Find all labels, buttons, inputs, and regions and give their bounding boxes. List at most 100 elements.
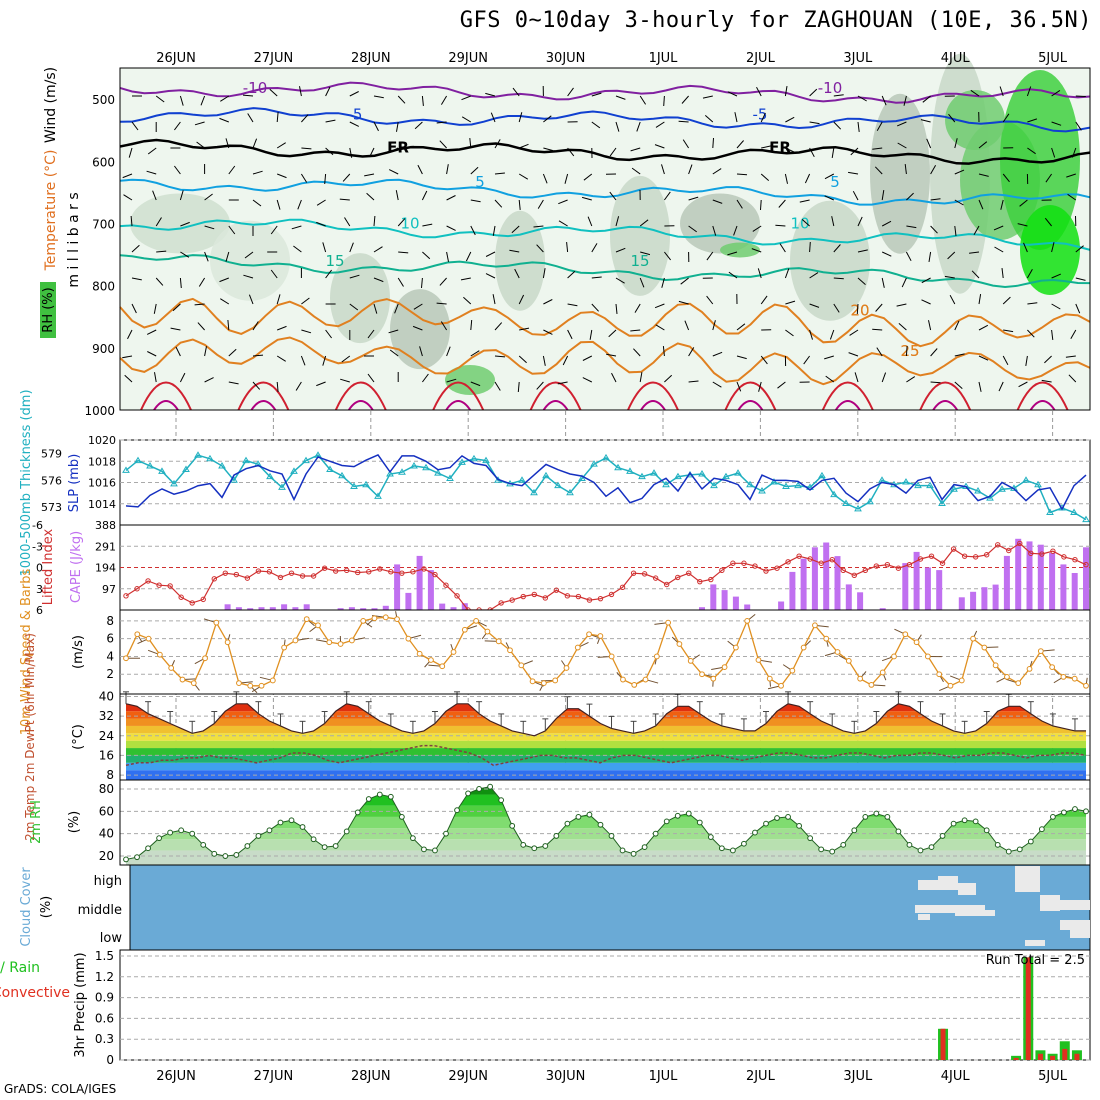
- lifted-index-marker: [255, 568, 262, 574]
- cloud-cover-cell: [918, 914, 930, 920]
- wind-barb: [854, 372, 859, 383]
- wind-barb: [388, 329, 399, 334]
- temperature-band: [126, 740, 1086, 749]
- wind-barb: [1018, 381, 1028, 388]
- wind10-unit: (m/s): [71, 635, 86, 669]
- surface-isotherm: [932, 400, 959, 411]
- wind-speed-marker: [315, 622, 321, 629]
- wind-barb: [446, 251, 449, 262]
- wind-barb: [228, 165, 236, 175]
- wind-speed-marker: [236, 680, 242, 687]
- chart-title: GFS 0~10day 3-hourly for ZAGHOUAN (10E, …: [459, 8, 1092, 33]
- wind-barb: [589, 329, 593, 340]
- wind-barb: [394, 303, 399, 314]
- surface-isotherm: [153, 400, 179, 411]
- rh-marker: [255, 833, 262, 839]
- wind-barb: [396, 121, 399, 132]
- wind-barb: [712, 320, 716, 331]
- wind-barb: [804, 173, 811, 184]
- wind-barb: [492, 294, 496, 305]
- wind-barb: [752, 225, 762, 232]
- wind-barb: [775, 224, 786, 227]
- wind-barb: [301, 329, 312, 334]
- thickness-marker: [146, 461, 154, 469]
- wind-barb: [543, 115, 552, 123]
- temperature-band: [126, 748, 1086, 756]
- wind-barb: [367, 329, 375, 339]
- thickness-marker: [938, 499, 946, 507]
- thickness-tick-label: 579: [41, 447, 62, 460]
- wind-barb: [461, 95, 471, 101]
- wind-barb: [999, 86, 1004, 97]
- wind-barb: [1027, 118, 1038, 123]
- wind-barb: [252, 199, 262, 207]
- wind-barb: [494, 381, 501, 391]
- wind-barb: [1051, 121, 1062, 126]
- wind-speed-marker: [473, 617, 480, 624]
- total-precip-bar: [1011, 1055, 1022, 1060]
- wind-barb: [276, 142, 286, 149]
- wind-barb: [824, 173, 835, 180]
- wind-barb: [322, 355, 327, 366]
- wind-barb: [252, 321, 259, 331]
- wind-barb: [446, 346, 451, 357]
- wind-barb: [470, 225, 476, 236]
- wind-barb: [736, 381, 742, 392]
- lifted-index-marker: [211, 576, 217, 582]
- temperature-band: [126, 718, 1086, 726]
- wind-barb: [1027, 147, 1036, 155]
- wind-speed-marker: [924, 653, 931, 660]
- thickness-marker: [530, 488, 538, 496]
- isotherm-label: 25: [900, 342, 919, 360]
- wind-barb: [663, 191, 671, 201]
- wind-barb: [146, 329, 157, 335]
- wind-tick-label: 6: [106, 632, 114, 646]
- wind-barb: [180, 251, 190, 258]
- wind-barb: [1051, 303, 1061, 310]
- wind-speed-marker: [766, 675, 773, 682]
- wind-speed-marker: [958, 677, 965, 684]
- wind-barb: [295, 381, 302, 391]
- wind-barb: [630, 147, 641, 152]
- wind-barb: [325, 86, 331, 97]
- wind-barb: [567, 329, 573, 340]
- wind-barb: [654, 144, 665, 149]
- wind-barb: [831, 216, 835, 227]
- isotherm-label: 5: [475, 173, 485, 191]
- wind-barb: [316, 221, 326, 227]
- wind-speed-marker: [563, 665, 570, 671]
- wind-barb: [398, 251, 409, 254]
- lifted-index-marker: [200, 596, 206, 603]
- isotherm-label: 10: [790, 214, 809, 232]
- wind-barb: [1027, 302, 1038, 305]
- wind-barb: [1023, 242, 1028, 253]
- lifted-index-marker: [884, 561, 891, 568]
- wind-barb: [734, 112, 738, 123]
- cape-bar: [936, 570, 943, 610]
- date-label-bottom: 29JUN: [448, 1069, 488, 1084]
- wind-barb: [639, 372, 643, 383]
- date-label-bottom: 27JUN: [254, 1069, 294, 1084]
- wind-speed-marker: [755, 657, 762, 663]
- wind-barb: [856, 303, 859, 315]
- cape-bar: [360, 608, 367, 610]
- wind-barb: [712, 225, 717, 236]
- rain-legend-label: Total / Rain: [0, 960, 40, 976]
- wind-barb: [421, 95, 424, 106]
- wind-barb: [881, 372, 887, 383]
- lifted-index-marker: [509, 597, 515, 603]
- cape-bar: [778, 601, 785, 610]
- thickness-marker: [326, 465, 334, 473]
- wind-barb: [369, 147, 375, 158]
- rh-marker: [531, 845, 538, 852]
- wind-barb: [397, 277, 404, 287]
- lifted-index-marker: [233, 571, 240, 578]
- thickness-marker: [158, 467, 166, 474]
- thickness-marker: [842, 499, 850, 507]
- wind-barb: [325, 329, 333, 339]
- cape-bar: [800, 558, 807, 610]
- date-label-top: 27JUN: [254, 51, 294, 66]
- wind-barb: [446, 378, 457, 383]
- wind-barb: [833, 244, 841, 253]
